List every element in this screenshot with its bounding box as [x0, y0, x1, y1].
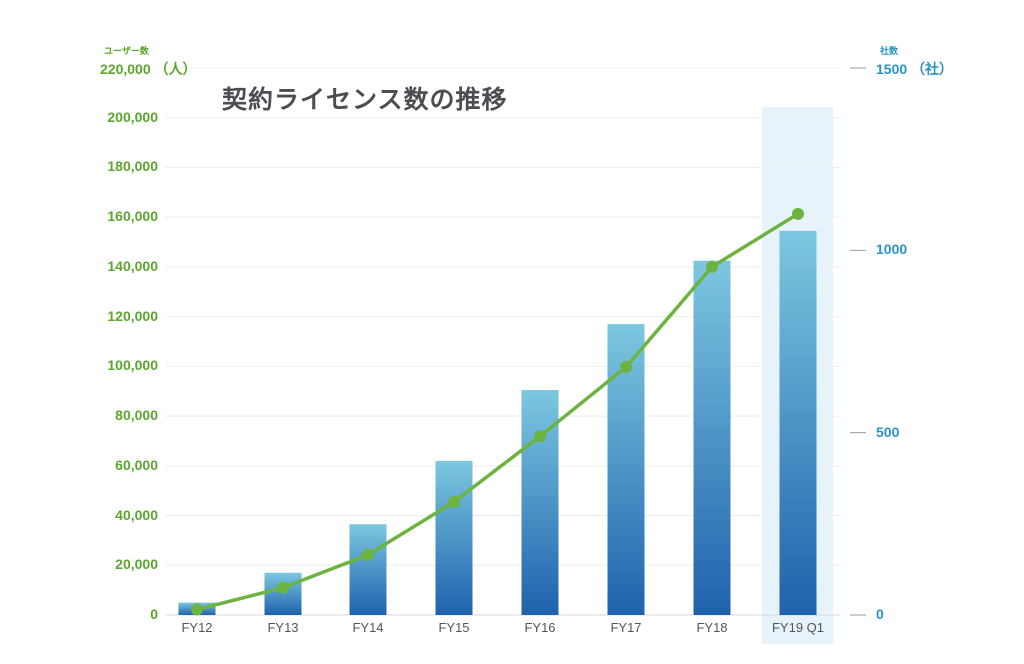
- line-point-fy19-q1: [792, 207, 804, 220]
- right-axis-tick-label: 1500 （社）: [876, 61, 954, 77]
- line-point-fy16: [534, 430, 546, 443]
- left-axis-tick-label: 0: [150, 606, 158, 622]
- right-axis-tick-label: 1000: [876, 241, 908, 258]
- x-axis-tick-label: FY18: [696, 620, 728, 635]
- left-axis-tick-label: 180,000: [107, 158, 158, 175]
- left-axis-tick-label: 120,000: [107, 307, 158, 324]
- x-axis-tick-label: FY13: [267, 620, 299, 635]
- bars: [178, 230, 817, 615]
- left-axis-label: ユーザー数: [104, 47, 149, 57]
- bar-fy13: [264, 572, 302, 615]
- line-point-fy17: [620, 361, 632, 374]
- left-axis-tick-label: 80,000: [115, 407, 158, 424]
- left-axis-tick-label: 100,000: [107, 357, 158, 374]
- bar-fy19-q1: [779, 230, 817, 615]
- left-axis-tick-label: 40,000: [115, 506, 158, 523]
- chart-title: 契約ライセンス数の推移: [222, 85, 508, 114]
- x-axis-tick-label: FY12: [181, 620, 213, 635]
- x-axis-tick-label: FY15: [438, 620, 470, 635]
- line-path: [196, 212, 799, 612]
- line-series: [191, 207, 804, 616]
- right-axis-tick-label: 500: [876, 423, 900, 440]
- bar-fy18: [693, 260, 731, 615]
- x-axis-tick-label: FY16: [524, 620, 556, 635]
- line-point-fy13: [277, 581, 289, 594]
- x-axis-tick-label: FY17: [610, 620, 642, 635]
- line-point-fy15: [448, 495, 460, 508]
- right-axis-label: 社数: [880, 47, 899, 57]
- bar-fy15: [435, 460, 473, 615]
- right-axis-tick-label: 0: [876, 606, 884, 622]
- left-axis-tick-label: 160,000: [107, 208, 158, 225]
- gridlines: [165, 67, 866, 616]
- x-axis-tick-label: FY19 Q1: [771, 620, 825, 635]
- line-point-fy18: [706, 260, 718, 273]
- left-axis-tick-label: 200,000: [107, 108, 158, 125]
- bar-fy14: [349, 524, 387, 615]
- x-axis-tick-label: FY14: [352, 620, 384, 635]
- line-point-fy14: [362, 548, 374, 561]
- left-axis-tick-label: 60,000: [115, 456, 158, 473]
- left-axis-tick-label: 220,000 （人）: [100, 61, 197, 77]
- left-axis-tick-label: 20,000: [115, 556, 158, 573]
- line-point-fy12: [191, 603, 203, 616]
- left-axis-tick-label: 140,000: [107, 257, 158, 274]
